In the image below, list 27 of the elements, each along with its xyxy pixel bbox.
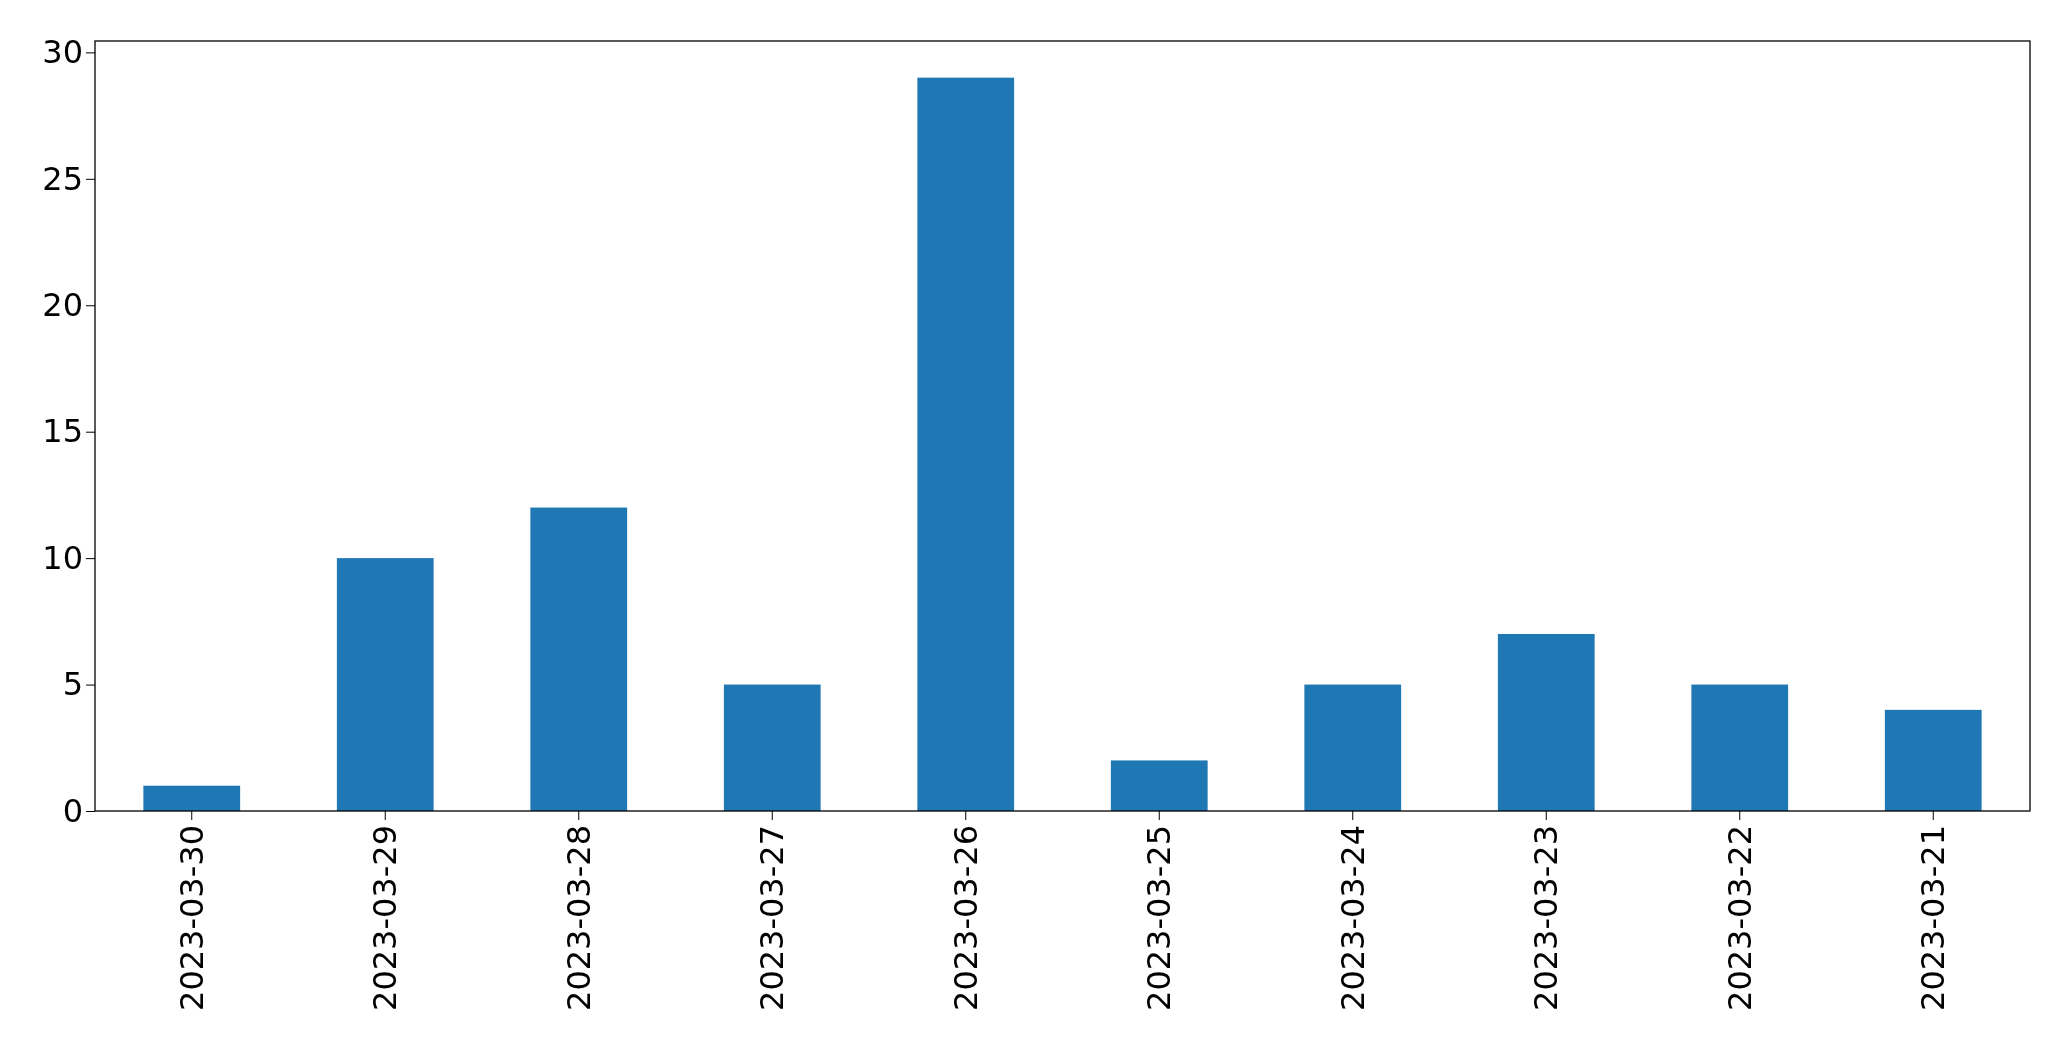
x-tick-label: 2023-03-26	[946, 825, 985, 1011]
x-tick-label: 2023-03-25	[1140, 825, 1179, 1011]
bar	[336, 558, 434, 811]
bar	[1691, 684, 1789, 811]
y-tick-label: 10	[42, 538, 83, 577]
x-tick-label: 2023-03-21	[1914, 825, 1953, 1011]
y-tick-label: 5	[62, 665, 83, 704]
x-tick-label: 2023-03-23	[1527, 825, 1566, 1011]
bar	[143, 785, 241, 811]
x-tick-label: 2023-03-27	[753, 825, 792, 1011]
bar	[1110, 760, 1208, 811]
y-tick-label: 0	[62, 791, 83, 830]
x-tick-label: 2023-03-28	[559, 825, 598, 1011]
x-tick-label: 2023-03-24	[1333, 825, 1372, 1011]
bar	[1304, 684, 1402, 811]
x-tick-label: 2023-03-30	[172, 825, 211, 1011]
bar	[1497, 633, 1595, 811]
y-tick-label: 20	[42, 285, 83, 324]
bar	[1884, 709, 1982, 811]
bar	[530, 507, 628, 811]
bar	[723, 684, 821, 811]
y-tick-label: 30	[42, 33, 83, 72]
x-tick-label: 2023-03-29	[366, 825, 405, 1011]
bar	[917, 77, 1015, 811]
y-tick-label: 25	[42, 159, 83, 198]
x-tick-label: 2023-03-22	[1720, 825, 1759, 1011]
y-tick-label: 15	[42, 412, 83, 451]
